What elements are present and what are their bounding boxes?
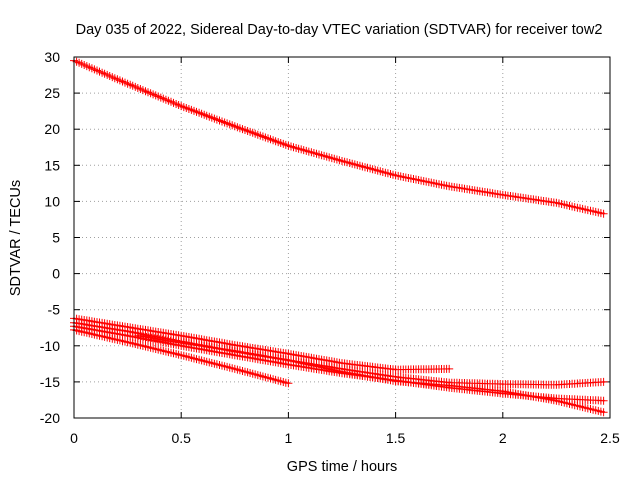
data-point — [180, 354, 183, 357]
data-point — [555, 383, 558, 386]
data-point — [394, 368, 397, 371]
data-point — [555, 399, 558, 402]
y-tick-label: 10 — [44, 193, 60, 209]
data-point — [501, 193, 504, 196]
data-point — [287, 144, 290, 147]
data-point — [180, 341, 183, 344]
data-point — [448, 367, 451, 370]
y-tick-label: 0 — [52, 266, 60, 282]
x-axis-label: GPS time / hours — [287, 459, 397, 475]
y-tick-label: -20 — [40, 410, 60, 426]
x-tick-label: 2 — [499, 430, 507, 446]
data-point — [394, 174, 397, 177]
y-tick-label: 30 — [44, 49, 60, 65]
y-tick-label: -15 — [40, 374, 60, 390]
data-point — [287, 352, 290, 355]
data-point — [602, 399, 605, 402]
data-point — [287, 382, 290, 385]
y-axis-label: SDTVAR / TECUs — [8, 180, 24, 296]
y-tick-label: -10 — [40, 338, 60, 354]
x-tick-label: 2.5 — [600, 430, 620, 446]
data-point — [126, 341, 129, 344]
data-point — [180, 105, 183, 108]
y-tick-label: 20 — [44, 121, 60, 137]
plot-frame — [73, 56, 611, 419]
data-point — [126, 82, 129, 85]
x-tick-label: 0.5 — [171, 430, 191, 446]
data-point — [394, 380, 397, 383]
data-point — [602, 212, 605, 215]
data-point — [501, 390, 504, 393]
data-point — [501, 383, 504, 386]
data-point — [448, 384, 451, 387]
data-point — [233, 125, 236, 128]
y-tick-label: 5 — [52, 230, 60, 246]
data-point — [448, 185, 451, 188]
series-markers — [70, 56, 608, 218]
data-point — [137, 334, 140, 337]
data-point — [341, 370, 343, 373]
x-tick-label: 1 — [285, 430, 293, 446]
series-track-6 — [134, 331, 608, 417]
data-point — [287, 359, 290, 362]
data-point — [233, 344, 236, 347]
x-tick-label: 1.5 — [386, 430, 406, 446]
data-point — [126, 334, 129, 337]
data-point — [602, 380, 605, 383]
series-markers — [134, 331, 608, 417]
series-track-1 — [70, 56, 608, 218]
data-point — [233, 349, 236, 352]
data-point — [180, 334, 183, 337]
tick-labels: 0 0.5 1 1.5 2 2.5 30 25 20 15 10 5 0 -5 -10 -15 -20 — [40, 49, 620, 446]
chart-title: Day 035 of 2022, Sidereal Day-to-day VTE… — [76, 22, 603, 38]
grid-lines — [74, 57, 610, 418]
data-series — [70, 56, 608, 417]
data-point — [233, 367, 236, 370]
data-point — [602, 411, 605, 414]
data-point — [341, 159, 343, 162]
data-point — [341, 362, 343, 365]
y-tick-label: 15 — [44, 157, 60, 173]
y-tick-label: 25 — [44, 85, 60, 101]
y-tick-label: -5 — [48, 302, 61, 318]
data-point — [555, 201, 558, 204]
x-tick-label: 0 — [70, 430, 78, 446]
